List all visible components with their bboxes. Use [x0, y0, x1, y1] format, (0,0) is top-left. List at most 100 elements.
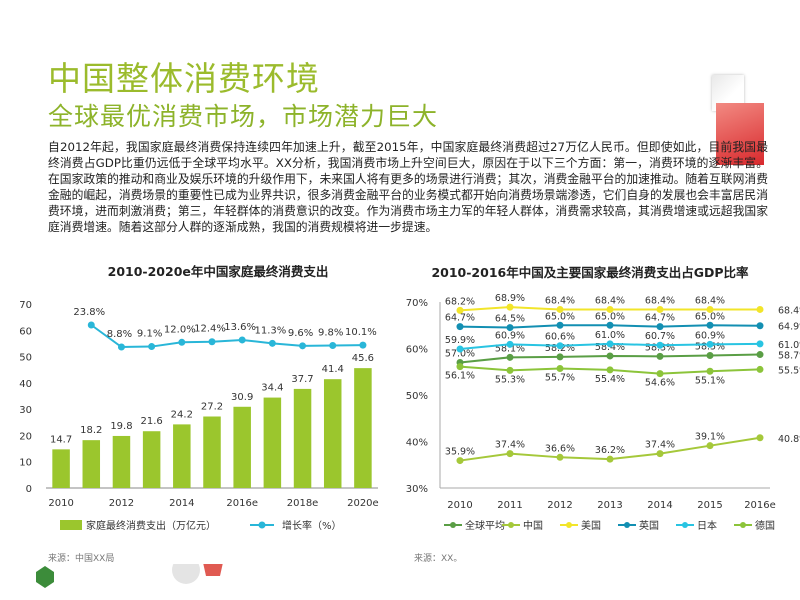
chart2-point [706, 351, 714, 359]
chart2-legend-label: 日本 [697, 519, 717, 532]
chart1-y-tick: 40 [19, 379, 32, 390]
chart1-x-tick: 2010 [48, 498, 73, 509]
chart2-point-label: 64.7% [445, 313, 475, 324]
chart2-point-label: 61.0% [778, 340, 800, 351]
chart2-point-label: 68.4% [695, 295, 725, 306]
chart1-bar-label: 27.2 [201, 402, 223, 413]
chart1-growth-label: 12.0% [164, 324, 196, 335]
chart2-point [706, 442, 714, 450]
chart2-legend-label: 英国 [639, 519, 659, 532]
chart2-point [456, 323, 464, 331]
decor-square-red [716, 103, 764, 165]
chart2-point [506, 324, 514, 332]
chart2-point [556, 353, 564, 361]
chart2-point [756, 322, 764, 330]
chart2-point-label: 60.9% [495, 330, 525, 341]
chart1-bar [263, 397, 282, 488]
chart2-point-label: 55.1% [695, 375, 725, 386]
chart2-legend-marker [450, 522, 456, 528]
chart2-x-tick: 2010 [447, 500, 472, 511]
chart2-point-label: 60.9% [695, 330, 725, 341]
page-title: 中国整体消费环境 [48, 59, 320, 98]
chart2-point-label: 64.5% [495, 314, 525, 325]
chart1-y-tick: 20 [19, 431, 32, 442]
chart2-point [756, 351, 764, 359]
chart2-point [706, 305, 714, 313]
chart2-point [556, 342, 564, 350]
chart2-point-label: 68.4% [645, 295, 675, 306]
chart2-point-label: 36.2% [595, 445, 625, 456]
chart2-point-label: 55.5% [778, 365, 800, 376]
chart2-legend-marker [624, 522, 630, 528]
chart1-bar [52, 449, 70, 488]
circle-gray [172, 564, 200, 584]
chart2-point-label: 55.7% [545, 372, 575, 383]
chart2-y-tick: 60% [406, 345, 428, 356]
chart1-y-tick: 50 [19, 353, 32, 364]
chart2-point-label: 60.7% [645, 331, 675, 342]
chart2-point-label: 55.3% [495, 374, 525, 385]
chart2-point-label: 68.4% [778, 305, 800, 316]
chart2-point [606, 352, 614, 360]
chart1-legend-marker [258, 521, 266, 529]
chart1-bar-line: 0 10 20 30 40 50 60 70 14.7 18.2 19.8 21.6 24.2 27.2 3… [19, 300, 378, 532]
chart2-point-label: 39.1% [695, 432, 725, 443]
chart2-point [556, 321, 564, 329]
chart2-point-label: 68.4% [595, 295, 625, 306]
chart1-x-tick: 2014 [169, 498, 194, 509]
chart1-x-tick: 2012 [109, 498, 134, 509]
chart1-growth-label: 23.8% [73, 307, 105, 318]
chart2-point [656, 341, 664, 349]
chart2-point-label: 37.4% [495, 440, 525, 451]
chart2-point [756, 340, 764, 348]
chart1-bar [233, 406, 251, 488]
body-paragraph: 自2012年起，我国家庭最终消费保持连续四年加速上升，截至2015年，中国家庭最… [48, 140, 768, 234]
chart2-point [506, 303, 514, 311]
chart2-point-label: 64.7% [645, 313, 675, 324]
chart1-y-tick: 10 [19, 458, 32, 469]
chart2-point [656, 352, 664, 360]
chart1-bar [293, 388, 312, 488]
chart2-point-label: 65.0% [545, 311, 575, 322]
chart1-y-tick: 60 [19, 326, 32, 337]
chart2-point-label: 68.2% [445, 296, 475, 307]
chart1-x-tick: 2018e [287, 498, 319, 509]
chart1-growth-label: 9.6% [288, 328, 313, 339]
chart1-y-tick: 30 [19, 405, 32, 416]
chart1-bar [173, 424, 191, 488]
chart2-y-tick: 40% [406, 438, 428, 449]
chart1-bar-label: 45.6 [352, 353, 374, 364]
chart2-point [606, 305, 614, 313]
chart2-legend-label: 全球平均 [465, 519, 505, 532]
chart2-point-label: 54.6% [645, 378, 675, 389]
chart2-legend-marker [682, 522, 688, 528]
source-right: 来源：XX。 [414, 554, 463, 564]
chart2-point [656, 323, 664, 331]
chart1-bar-label: 14.7 [50, 434, 72, 445]
chart2-point [506, 366, 514, 374]
chart1-growth-point [359, 341, 367, 349]
chart2-point-label: 59.9% [445, 335, 475, 346]
chart2-point [756, 305, 764, 313]
chart1-bar-label: 18.2 [80, 425, 102, 436]
chart2-point [656, 305, 664, 313]
hex-green [36, 566, 54, 588]
source-left: 来源：中国XX局 [48, 554, 115, 564]
chart2-point [456, 306, 464, 314]
chart2-point [456, 457, 464, 465]
chart1-bar [142, 431, 161, 488]
chart2-point-label: 64.9% [778, 322, 800, 333]
chart2-point-label: 35.9% [445, 447, 475, 458]
chart2-x-tick: 2016e [744, 500, 776, 511]
chart1-bar-label: 37.7 [291, 374, 313, 385]
chart2-x-tick: 2015 [697, 500, 722, 511]
chart2-x-tick: 2011 [497, 500, 522, 511]
chart2-point [606, 455, 614, 463]
chart2-point-label: 58.7% [778, 351, 800, 362]
chart1-bar-label: 30.9 [231, 392, 253, 403]
chart2-x-tick: 2012 [547, 500, 572, 511]
chart2-point-label: 36.6% [545, 443, 575, 454]
chart2-point-label: 58.4% [595, 342, 625, 353]
chart1-bar [323, 379, 342, 488]
chart2-point [706, 321, 714, 329]
